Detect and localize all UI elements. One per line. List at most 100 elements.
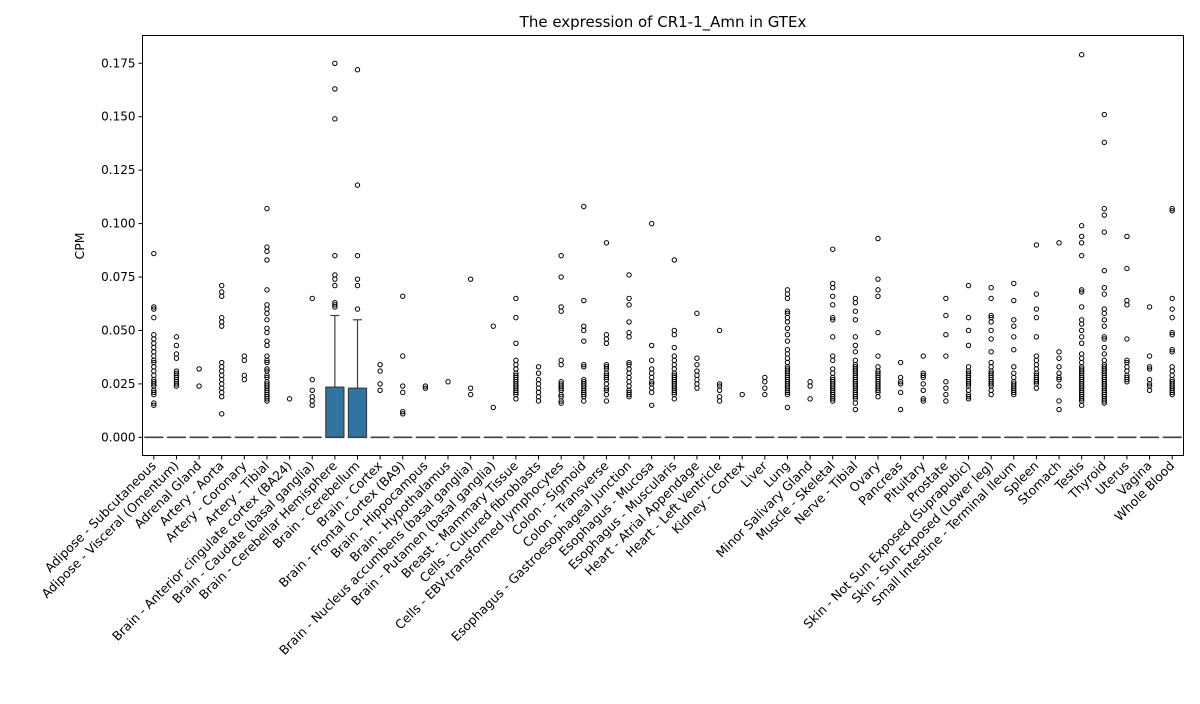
outlier-point xyxy=(514,367,518,371)
outlier-point xyxy=(1102,286,1106,290)
outlier-point xyxy=(853,300,857,304)
outlier-point xyxy=(1079,328,1083,332)
outlier-point xyxy=(1125,266,1129,270)
outlier-point xyxy=(152,365,156,369)
chart-title: The expression of CR1-1_Amn in GTEx xyxy=(519,13,807,32)
outlier-point xyxy=(152,350,156,354)
outlier-point xyxy=(1102,140,1106,144)
outlier-point xyxy=(649,403,653,407)
outlier-point xyxy=(1125,365,1129,369)
outlier-point xyxy=(265,307,269,311)
box xyxy=(326,387,344,437)
outlier-point xyxy=(220,283,224,287)
outlier-point xyxy=(831,294,835,298)
outlier-point xyxy=(401,294,405,298)
outlier-point xyxy=(197,384,201,388)
outlier-point xyxy=(536,382,540,386)
outlier-point xyxy=(152,337,156,341)
outlier-point xyxy=(1102,230,1106,234)
outlier-point xyxy=(310,296,314,300)
outlier-point xyxy=(491,324,495,328)
outlier-point xyxy=(1057,350,1061,354)
outlier-point xyxy=(310,377,314,381)
outlier-point xyxy=(265,288,269,292)
outlier-point xyxy=(355,183,359,187)
outlier-point xyxy=(785,356,789,360)
outlier-point xyxy=(582,328,586,332)
outlier-point xyxy=(1057,384,1061,388)
outlier-point xyxy=(378,388,382,392)
outlier-point xyxy=(966,315,970,319)
outlier-point xyxy=(853,401,857,405)
outlier-point xyxy=(310,403,314,407)
outlier-point xyxy=(333,283,337,287)
outlier-point xyxy=(853,309,857,313)
outlier-point xyxy=(717,399,721,403)
outlier-point xyxy=(785,292,789,296)
outlier-point xyxy=(1102,292,1106,296)
outlier-point xyxy=(1012,375,1016,379)
outlier-point xyxy=(514,397,518,401)
outlier-point xyxy=(672,354,676,358)
outlier-point xyxy=(763,392,767,396)
outlier-point xyxy=(989,392,993,396)
outlier-point xyxy=(627,335,631,339)
outlier-point xyxy=(989,296,993,300)
outlier-point xyxy=(785,352,789,356)
outlier-point xyxy=(944,296,948,300)
outlier-point xyxy=(355,307,359,311)
outlier-point xyxy=(265,303,269,307)
outlier-point xyxy=(853,350,857,354)
outlier-point xyxy=(1034,354,1038,358)
outlier-point xyxy=(242,373,246,377)
outlier-point xyxy=(265,330,269,334)
outlier-point xyxy=(1057,407,1061,411)
outlier-point xyxy=(1147,377,1151,381)
outlier-point xyxy=(1079,241,1083,245)
outlier-point xyxy=(717,328,721,332)
outlier-point xyxy=(355,277,359,281)
outlier-point xyxy=(220,320,224,324)
outlier-point xyxy=(876,365,880,369)
outlier-point xyxy=(1057,356,1061,360)
outlier-point xyxy=(876,294,880,298)
outlier-point xyxy=(220,412,224,416)
outlier-point xyxy=(1102,112,1106,116)
outlier-point xyxy=(1170,369,1174,373)
outlier-point xyxy=(1079,234,1083,238)
outlier-point xyxy=(1012,298,1016,302)
outlier-point xyxy=(853,407,857,411)
outlier-point xyxy=(1034,243,1038,247)
outlier-point xyxy=(1012,365,1016,369)
y-tick-label: 0.050 xyxy=(101,323,135,337)
outlier-point xyxy=(604,341,608,345)
outlier-point xyxy=(785,333,789,337)
outlier-point xyxy=(831,367,835,371)
outlier-point xyxy=(152,373,156,377)
outlier-point xyxy=(1102,318,1106,322)
outlier-point xyxy=(785,296,789,300)
outlier-point xyxy=(220,290,224,294)
outlier-point xyxy=(1079,335,1083,339)
outlier-point xyxy=(876,395,880,399)
outlier-point xyxy=(763,380,767,384)
outlier-point xyxy=(672,397,676,401)
outlier-point xyxy=(355,283,359,287)
outlier-point xyxy=(1079,305,1083,309)
outlier-point xyxy=(559,362,563,366)
outlier-point xyxy=(672,358,676,362)
outlier-point xyxy=(627,303,631,307)
outlier-point xyxy=(695,362,699,366)
y-tick-label: 0.025 xyxy=(101,377,135,391)
outlier-point xyxy=(785,347,789,351)
outlier-point xyxy=(582,399,586,403)
outlier-point xyxy=(1012,371,1016,375)
outlier-point xyxy=(152,251,156,255)
outlier-point xyxy=(717,395,721,399)
outlier-point xyxy=(876,330,880,334)
outlier-point xyxy=(265,249,269,253)
outlier-point xyxy=(898,360,902,364)
outlier-point xyxy=(1079,224,1083,228)
outlier-point xyxy=(220,382,224,386)
outlier-point xyxy=(220,390,224,394)
